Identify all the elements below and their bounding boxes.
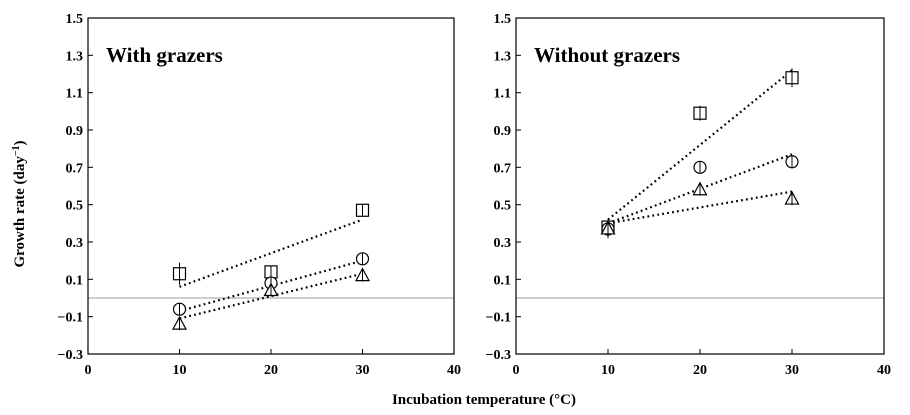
series-triangle [600, 181, 800, 239]
panel-without-grazers: −0.3 −0.1 0.1 0.3 0.5 0.7 0.9 1.1 1.3 1.5 0 10 20 30 4… [486, 12, 891, 378]
y-tick-label: 0.3 [66, 236, 84, 251]
panel-title: With grazers [106, 43, 223, 67]
y-tick-label: 0.5 [66, 199, 84, 214]
y-tick-label: −0.1 [486, 311, 511, 326]
trend-line [179, 272, 363, 320]
y-tick-label: 1.3 [494, 49, 512, 64]
y-tick-label: 0.7 [66, 161, 84, 176]
y-tick-label: 0.1 [494, 273, 512, 288]
x-tick-label: 30 [785, 363, 799, 378]
x-tick-label: 20 [693, 363, 707, 378]
y-tick-label: 1.1 [494, 87, 512, 102]
panel-with-grazers: −0.3 −0.1 0.1 0.3 0.5 0.7 0.9 1.1 1.3 1.5 0 10 20 30 4… [58, 12, 461, 378]
y-tick-label: 1.5 [66, 12, 84, 27]
y-tick-label: 0.1 [66, 273, 84, 288]
series-square [172, 203, 370, 288]
y-tick-label: −0.1 [58, 311, 83, 326]
x-tick-label: 30 [356, 363, 370, 378]
x-tick-label: 0 [85, 363, 92, 378]
y-tick-label: 0.5 [494, 199, 512, 214]
panel-title: Without grazers [534, 43, 680, 67]
y-axis-title: Growth rate (day−1) [11, 140, 28, 267]
trend-line [607, 69, 793, 221]
trend-line [607, 190, 793, 225]
y-tick-label: 1.3 [66, 49, 84, 64]
y-tick-label: 0.9 [494, 124, 512, 139]
x-axis-title: Incubation temperature (°C) [392, 392, 576, 408]
y-tick-label: 0.7 [494, 161, 512, 176]
y-tick-label: 0.3 [494, 236, 512, 251]
x-tick-label: 40 [877, 363, 891, 378]
plot-frame [87, 17, 455, 355]
y-tick-label: 1.1 [66, 87, 84, 102]
y-tick-label: 0.9 [66, 124, 84, 139]
series-square [601, 68, 799, 234]
x-tick-label: 20 [264, 363, 278, 378]
series-triangle [171, 267, 371, 331]
trend-line [179, 259, 363, 313]
x-tick-label: 40 [447, 363, 461, 378]
y-tick-label: −0.3 [58, 348, 83, 363]
x-tick-label: 10 [601, 363, 615, 378]
x-tick-label: 10 [173, 363, 187, 378]
y-tick-label: −0.3 [486, 348, 511, 363]
y-tick-label: 1.5 [494, 12, 512, 27]
x-tick-label: 0 [513, 363, 520, 378]
